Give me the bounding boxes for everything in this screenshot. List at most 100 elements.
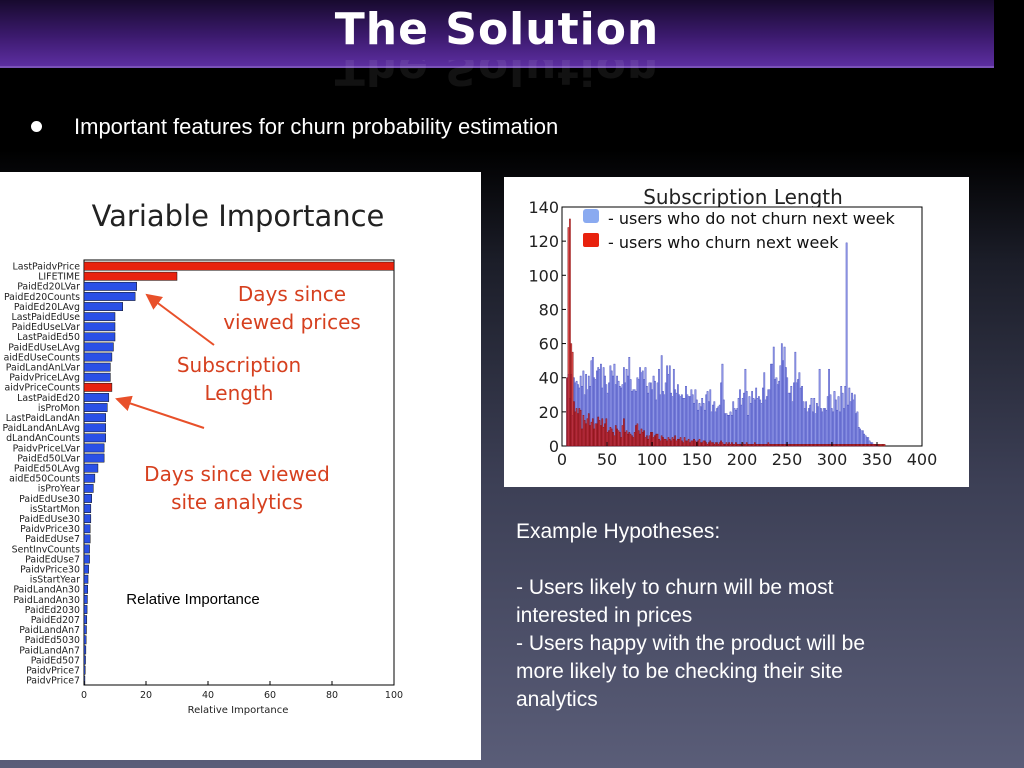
hist-bar	[834, 444, 837, 447]
hist-bar	[658, 368, 660, 447]
y-tick-label: 80	[539, 300, 559, 319]
bar	[83, 393, 110, 402]
series-churn	[566, 218, 886, 447]
hist-bar	[570, 343, 573, 447]
hist-bar	[841, 444, 844, 447]
bar	[83, 332, 116, 342]
hist-bar	[682, 442, 685, 447]
hist-bar	[751, 391, 753, 447]
hist-bar	[814, 413, 817, 447]
hist-bar	[728, 415, 731, 447]
bar	[83, 655, 86, 665]
hist-bar	[690, 389, 693, 447]
hist-bar	[749, 444, 752, 447]
category-label: PaidEd507	[31, 655, 80, 666]
hist-bar	[726, 415, 729, 447]
bar	[83, 584, 88, 594]
hist-bar	[682, 397, 685, 447]
annotation-text: site analytics	[171, 490, 303, 514]
annotation-text: Days since	[238, 282, 346, 306]
hist-bar	[745, 442, 748, 447]
bullet-text: Important features for churn probability…	[74, 114, 559, 139]
hist-bar	[861, 430, 864, 447]
hist-bar	[722, 444, 725, 447]
hist-bar	[883, 444, 886, 447]
hist-bar	[729, 411, 732, 447]
hist-bar	[743, 444, 745, 447]
hist-bar	[772, 444, 775, 447]
annotation-text: Length	[205, 381, 274, 405]
hist-bar	[795, 444, 798, 447]
hist-bar	[757, 396, 760, 447]
hist-bar	[841, 392, 844, 447]
hist-bar	[635, 425, 637, 447]
category-label: PaidEd5030	[25, 635, 80, 646]
hist-bar	[856, 411, 859, 447]
hist-bar	[821, 411, 824, 447]
category-label: PaidEd207	[31, 615, 80, 626]
bar	[83, 483, 94, 493]
hist-bar	[600, 425, 602, 447]
hist-bar	[712, 442, 714, 447]
hist-bar	[824, 444, 826, 447]
hist-bar	[702, 403, 705, 447]
hist-bar	[739, 389, 741, 447]
hist-bar	[735, 442, 737, 447]
hist-bar	[851, 392, 853, 447]
hist-bar	[760, 444, 763, 447]
hist-bar	[840, 444, 843, 447]
legend-label: - users who do not churn next week	[608, 209, 896, 228]
y-tick-label: 20	[539, 403, 559, 422]
hist-bar	[795, 382, 798, 447]
legend-swatch-churn	[583, 233, 599, 247]
hist-bar	[766, 396, 768, 447]
hist-bar	[853, 444, 856, 447]
category-label: PaidEdUseLVar	[12, 322, 81, 333]
hist-bar	[590, 421, 593, 447]
hist-bar	[675, 392, 678, 447]
hist-bar	[752, 397, 755, 447]
hist-bar	[678, 438, 681, 447]
subscription-length-panel: Subscription Length 0 50 100 150 200 250 300 35…	[504, 177, 969, 487]
hist-bar	[618, 432, 621, 447]
hist-bar	[825, 409, 828, 447]
hist-bar	[836, 444, 839, 447]
hist-bar	[686, 394, 689, 447]
category-label: PaidLandAn30	[13, 595, 80, 606]
hist-bar	[780, 444, 783, 447]
hist-bar	[859, 444, 862, 447]
hist-bar	[828, 368, 830, 447]
hist-bar	[803, 444, 806, 447]
category-label: PaidEdUse7	[25, 554, 80, 565]
hist-bar	[821, 444, 824, 447]
hist-bar	[663, 394, 666, 447]
hist-bar	[687, 396, 690, 447]
category-label: PaidEd20LAvg	[14, 302, 80, 313]
category-label: PaidEd20Counts	[4, 292, 80, 303]
x-tick-label: 20	[140, 690, 152, 701]
hist-bar	[797, 379, 799, 447]
hist-bar	[705, 394, 708, 447]
chart-title: Variable Importance	[92, 199, 385, 233]
hist-bar	[759, 444, 762, 447]
hist-bar	[667, 374, 670, 447]
hist-bar	[809, 444, 812, 447]
hist-bar	[597, 416, 600, 447]
hist-bar	[783, 444, 786, 447]
hist-bar	[809, 404, 812, 447]
x-tick-label: 300	[817, 450, 848, 469]
hist-bar	[816, 444, 818, 447]
hist-bar	[820, 444, 822, 447]
hist-bar	[749, 403, 752, 447]
hist-bar	[709, 440, 712, 447]
hist-bar	[848, 444, 851, 447]
hist-bar	[816, 403, 818, 447]
hist-bar	[720, 440, 722, 447]
hist-bar	[712, 404, 714, 447]
x-tick-label: 250	[772, 450, 803, 469]
hist-bar	[639, 433, 641, 447]
hist-bar	[616, 428, 618, 447]
hist-bar	[747, 415, 749, 447]
hist-bar	[708, 401, 710, 447]
hist-bar	[589, 425, 591, 447]
